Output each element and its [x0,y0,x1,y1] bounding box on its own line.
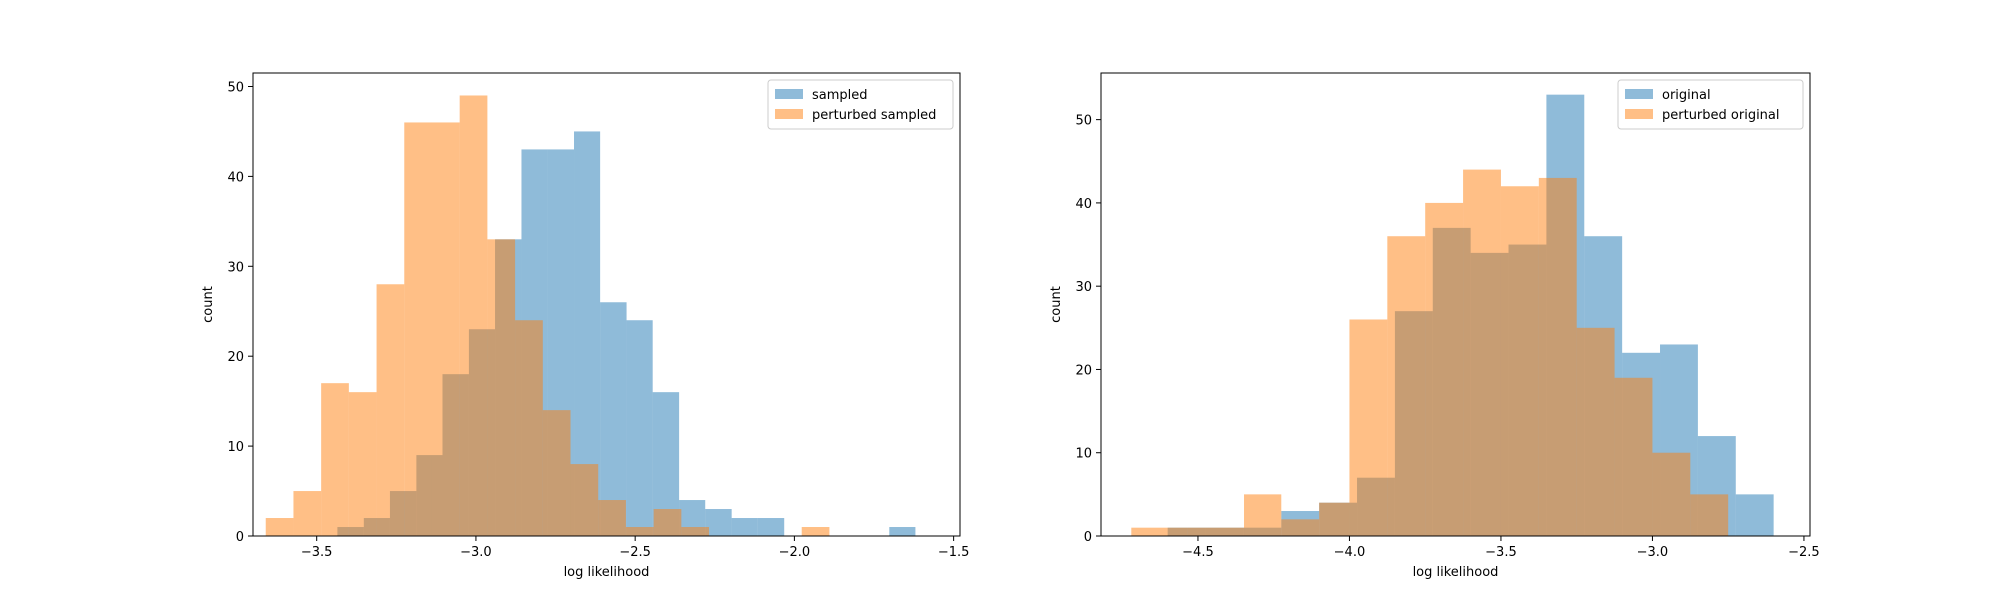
right-y-tick-label: 30 [1075,280,1092,295]
left-x-tick-label: −2.5 [619,545,651,560]
left-series-b-bar-10 [542,410,571,536]
right-series-b-bar-3 [1281,519,1320,536]
right-y-axis-label: count [1049,286,1064,323]
left-series-b-bar-8 [487,239,516,537]
left-series-b-bar-5 [404,122,432,537]
left-y-tick-label: 20 [227,350,244,365]
right-series-b-bar-12 [1614,377,1653,536]
left-series-b-bar-1 [293,491,322,536]
right-legend-swatch [1625,109,1653,119]
right-y-tick-label: 20 [1075,363,1092,378]
left-x-tick-label: −1.5 [938,545,970,560]
left-series-b-bar-12 [598,500,626,536]
right-series-b-bar-4 [1319,502,1350,536]
right-y-tick-label: 10 [1075,447,1092,462]
right-histogram-bars [1131,94,1774,537]
left-series-a-bar-16 [757,518,785,536]
right-series-b-bar-11 [1576,327,1615,536]
right-axes-frame [1100,72,1811,537]
left-legend-swatch [775,89,803,99]
left-legend: sampled perturbed sampled [767,79,954,130]
left-x-tick-label: −3.5 [301,545,333,560]
left-series-b-bar-13 [625,527,654,536]
left-legend-box [767,79,954,130]
left-y-tick-label: 30 [227,260,244,275]
right-series-b-bar-8 [1463,169,1501,537]
left-x-axis-label: log likelihood [564,565,650,580]
right-legend-box [1617,79,1804,130]
left-series-b-bar-3 [348,392,377,536]
right-series-b-bar-13 [1652,452,1691,536]
right-legend-label: perturbed original [1662,108,1780,123]
right-x-tick-label: −4.0 [1334,545,1366,560]
right-subplot: −4.5 −4.0 −3.5 −3.0 −2.5 0 10 20 30 40 50 log lik… [1049,72,1820,580]
right-series-b-bar-7 [1425,202,1464,536]
left-y-tick-label: 10 [227,440,244,455]
left-series-b-bar-6 [431,122,460,537]
right-y-axis-ticks: 0 10 20 30 40 50 [1075,114,1101,545]
right-legend-swatch [1625,89,1653,99]
right-y-tick-label: 50 [1075,114,1092,129]
left-series-b-bar-11 [570,464,599,536]
left-x-tick-label: −2.0 [779,545,811,560]
right-series-b-bar-0 [1131,527,1188,536]
left-y-tick-label: 40 [227,170,244,185]
right-series-b-bar-5 [1349,319,1388,536]
right-series-b-bar-6 [1387,236,1426,536]
left-series-b-bar-2 [321,383,349,536]
left-series-a-bar-15 [731,518,758,536]
left-series-b-bar-9 [515,320,543,536]
left-x-tick-label: −3.0 [460,545,492,560]
left-y-tick-label: 50 [227,80,244,95]
right-series-a-bar-15 [1735,494,1774,536]
left-legend-label: perturbed sampled [812,108,936,123]
left-axes-frame [252,72,961,537]
left-y-axis-ticks: 0 10 20 30 40 50 [227,80,253,545]
right-y-tick-label: 0 [1084,530,1092,545]
left-y-axis-label: count [201,286,216,323]
right-x-axis-label: log likelihood [1413,565,1499,580]
right-series-b-bar-14 [1690,494,1729,536]
right-x-tick-label: −2.5 [1788,545,1820,560]
left-series-b-bar-15 [681,527,710,536]
right-series-b-bar-2 [1244,494,1282,536]
left-x-axis-ticks: −3.5 −3.0 −2.5 −2.0 −1.5 [301,536,970,560]
left-series-b-bar-4 [376,284,405,536]
left-series-b-bar-0 [265,518,294,536]
right-x-axis-ticks: −4.5 −4.0 −3.5 −3.0 −2.5 [1182,536,1820,560]
right-series-b-bar-10 [1538,177,1577,537]
left-series-a-bar-14 [705,509,732,536]
left-y-tick-label: 0 [236,530,244,545]
left-series-a-bar-11 [626,320,653,536]
left-series-a-bar-10 [600,302,627,536]
right-series-b-bar-9 [1500,186,1539,536]
right-legend-label: original [1662,88,1711,103]
left-legend-label: sampled [812,88,868,103]
left-series-b-bar-7 [459,95,488,536]
right-legend: original perturbed original [1617,79,1804,130]
left-series-b-bar-14 [653,509,682,536]
right-y-tick-label: 40 [1075,197,1092,212]
right-x-tick-label: −4.5 [1182,545,1214,560]
left-legend-swatch [775,109,803,119]
right-series-b-bar-1 [1187,527,1245,536]
left-subplot: −3.5 −3.0 −2.5 −2.0 −1.5 0 10 20 30 40 50 log lik… [201,72,970,580]
left-series-a-bar-17 [889,527,916,536]
left-series-b-bar-16 [801,527,830,536]
right-x-tick-label: −3.5 [1485,545,1517,560]
left-histogram-bars [265,95,916,537]
right-x-tick-label: −3.0 [1637,545,1669,560]
